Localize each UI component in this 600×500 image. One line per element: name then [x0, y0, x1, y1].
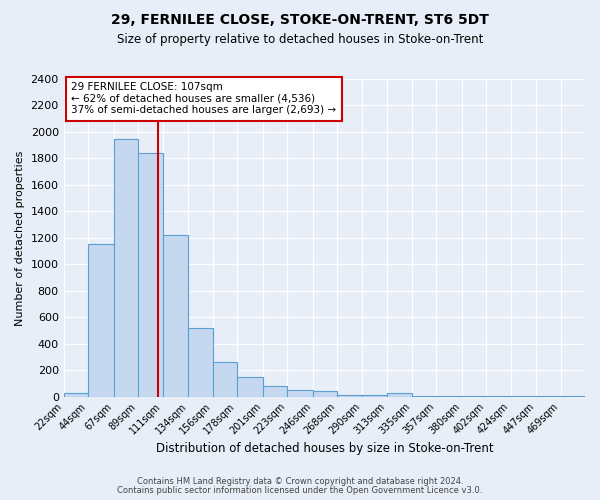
- Text: Size of property relative to detached houses in Stoke-on-Trent: Size of property relative to detached ho…: [117, 32, 483, 46]
- Bar: [337, 394, 362, 396]
- Text: Contains HM Land Registry data © Crown copyright and database right 2024.: Contains HM Land Registry data © Crown c…: [137, 477, 463, 486]
- Bar: [88, 244, 113, 396]
- X-axis label: Distribution of detached houses by size in Stoke-on-Trent: Distribution of detached houses by size …: [155, 442, 493, 455]
- Text: 29, FERNILEE CLOSE, STOKE-ON-TRENT, ST6 5DT: 29, FERNILEE CLOSE, STOKE-ON-TRENT, ST6 …: [111, 12, 489, 26]
- Bar: [287, 390, 313, 396]
- Text: Contains public sector information licensed under the Open Government Licence v3: Contains public sector information licen…: [118, 486, 482, 495]
- Bar: [237, 377, 263, 396]
- Bar: [113, 138, 138, 396]
- Bar: [188, 328, 212, 396]
- Bar: [64, 392, 88, 396]
- Text: 29 FERNILEE CLOSE: 107sqm
← 62% of detached houses are smaller (4,536)
37% of se: 29 FERNILEE CLOSE: 107sqm ← 62% of detac…: [71, 82, 337, 116]
- Bar: [163, 235, 188, 396]
- Bar: [212, 362, 237, 396]
- Bar: [138, 153, 163, 396]
- Y-axis label: Number of detached properties: Number of detached properties: [15, 150, 25, 326]
- Bar: [263, 386, 287, 396]
- Bar: [387, 392, 412, 396]
- Bar: [313, 392, 337, 396]
